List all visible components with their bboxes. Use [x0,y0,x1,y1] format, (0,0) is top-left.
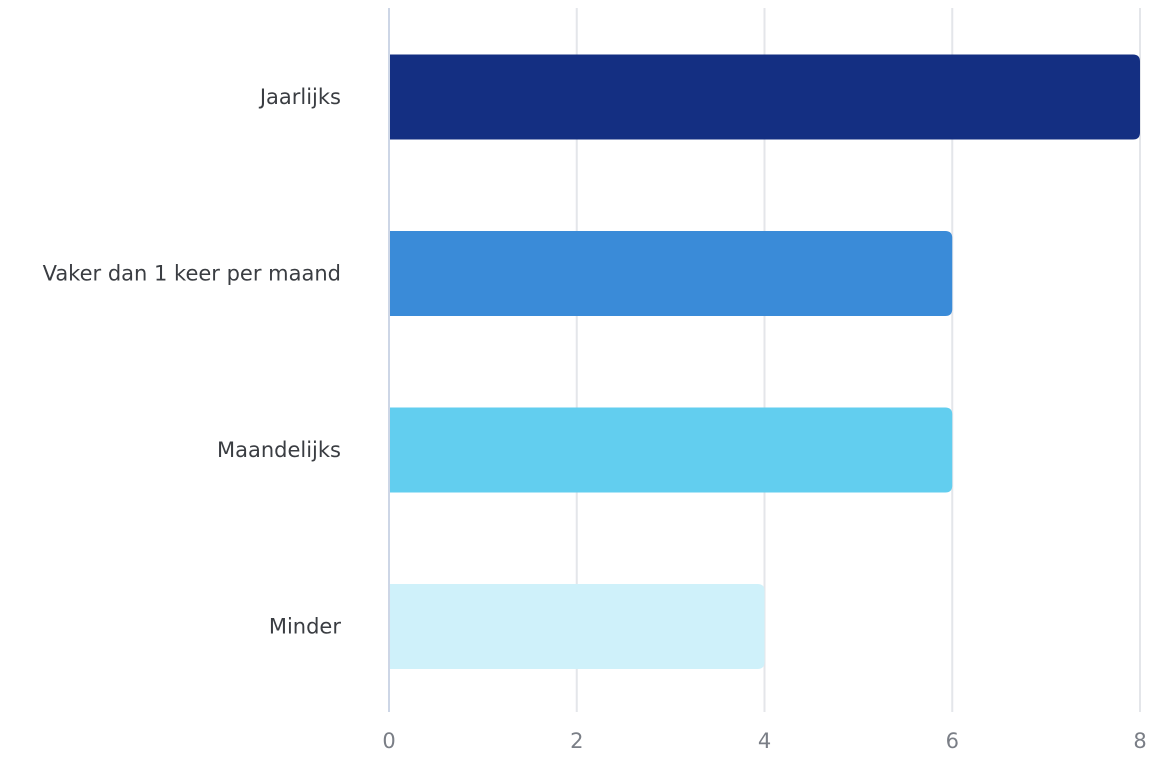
bar-minder [389,584,765,669]
bar-maandelijks [389,407,953,493]
category-label-minder: Minder [269,615,342,639]
tick-label-6: 6 [946,729,959,753]
bars [389,54,1140,669]
category-label-maandelijks: Maandelijks [217,438,341,462]
tick-label-8: 8 [1133,729,1146,753]
category-label-vaker-dan-1-keer-per-maand: Vaker dan 1 keer per maand [43,262,341,286]
tick-label-4: 4 [758,729,771,753]
tick-label-2: 2 [570,729,583,753]
tick-label-0: 0 [382,729,395,753]
category-axis: Jaarlijks Vaker dan 1 keer per maand Maand… [43,85,342,639]
bar-vaker-dan-1-keer-per-maand [389,231,953,316]
category-label-jaarlijks: Jaarlijks [258,85,341,109]
tick-labels: 0 2 4 6 8 [382,729,1146,753]
bar-jaarlijks [389,54,1140,140]
